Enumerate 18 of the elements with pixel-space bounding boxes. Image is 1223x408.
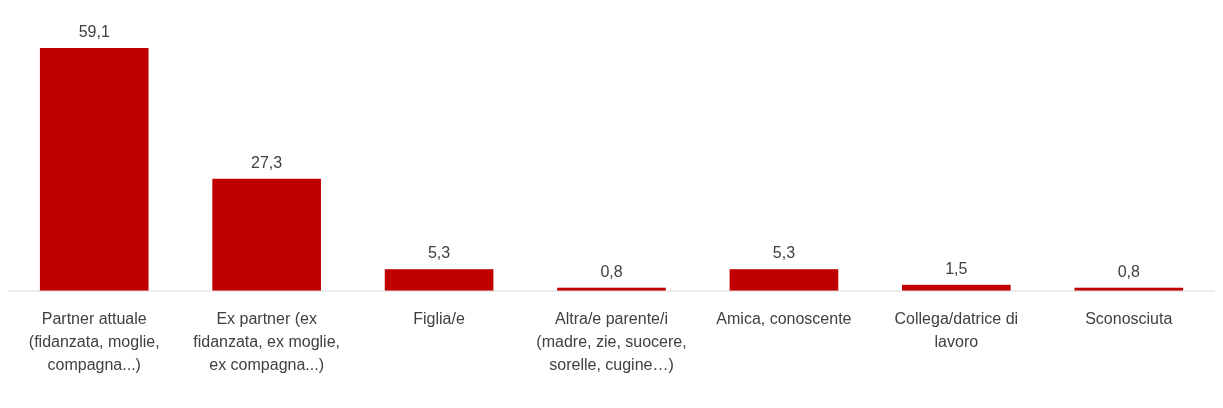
data-label: 0,8 xyxy=(1117,262,1140,280)
x-tick-label: Sconosciuta xyxy=(1085,310,1173,327)
data-label: 5,3 xyxy=(427,244,451,262)
x-tick-label: Amica, conoscente xyxy=(716,310,852,327)
x-tick-label: Figlia/e xyxy=(413,310,465,327)
bar xyxy=(39,48,149,291)
data-label: 0,8 xyxy=(600,262,623,280)
bar xyxy=(729,269,839,291)
data-label: 27,3 xyxy=(251,153,283,171)
bar xyxy=(212,178,321,291)
bar xyxy=(384,269,494,291)
x-tick-label: Collega/datrice di lavoro xyxy=(894,310,1019,350)
data-label: 5,3 xyxy=(772,244,796,262)
x-tick-label: Altra/e parente/i (madre, zie, suocere, sorelle, cugine…) xyxy=(536,310,687,373)
x-tick-label: Partner attuale (fidanzata, moglie, compagna...) xyxy=(28,310,160,373)
data-label: 1,5 xyxy=(945,259,968,277)
data-label: 59,1 xyxy=(78,23,110,40)
x-tick-label: Ex partner (ex fidanzata, ex moglie, ex compagna...) xyxy=(193,310,341,373)
